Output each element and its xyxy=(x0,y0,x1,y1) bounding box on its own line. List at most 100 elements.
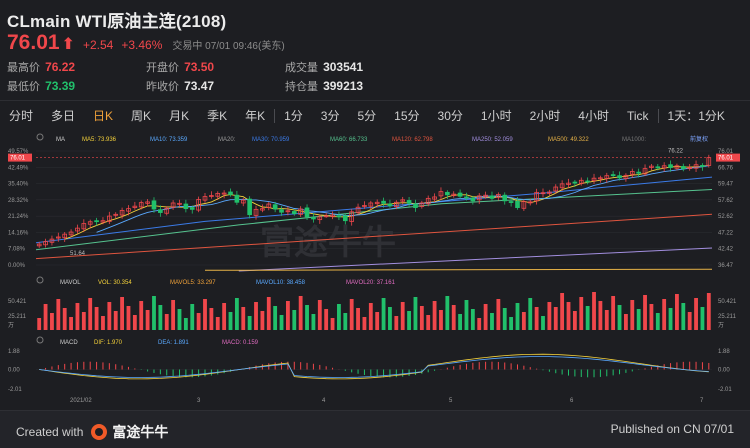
candle-body xyxy=(311,217,316,220)
volume-bar xyxy=(502,308,507,330)
volume-bar xyxy=(234,298,239,330)
volume-bar xyxy=(107,302,112,330)
candle-body xyxy=(661,165,667,169)
candle-body xyxy=(107,215,112,222)
macd-axis-label: -2.01 xyxy=(8,387,22,393)
tab-5[interactable]: 季K xyxy=(207,109,228,123)
volume-bar xyxy=(279,315,284,330)
ma-line xyxy=(35,189,713,251)
ma-legend-ma1000: MA1000: xyxy=(622,137,646,143)
volume-bar xyxy=(190,304,195,330)
settings-icon xyxy=(36,336,44,344)
brand-logo: 富途牛牛 xyxy=(91,422,168,442)
instrument-title: CLmain WTI原油主连(2108) xyxy=(7,12,227,31)
volume-bar xyxy=(470,309,475,330)
candle-body xyxy=(413,203,418,208)
tab-3[interactable]: 周K xyxy=(131,109,152,123)
candle-body xyxy=(126,208,131,212)
volume-bar xyxy=(432,301,437,330)
stat-oi-value: 399213 xyxy=(323,79,364,93)
tab-11[interactable]: 30分 xyxy=(437,109,463,123)
tab-0[interactable]: 分时 xyxy=(9,109,34,123)
candle-body xyxy=(547,191,552,194)
footer: Created with 富途牛牛 Published on CN 07/01 xyxy=(0,410,750,448)
candle-body xyxy=(272,204,278,210)
tab-1[interactable]: 多日 xyxy=(51,109,76,123)
stat-high-value: 76.22 xyxy=(45,60,76,74)
candle-body xyxy=(502,194,508,202)
mavol-legend-label: MAVOL xyxy=(60,280,81,286)
tab-10[interactable]: 15分 xyxy=(394,109,420,123)
candle-body xyxy=(400,199,406,202)
y-axis-label-left: 0.00% xyxy=(8,263,26,269)
stat-low: 最低价 73.39 xyxy=(7,78,75,94)
volume-bar xyxy=(662,299,667,330)
current-price-tag-left-text: 76.01 xyxy=(10,156,26,162)
tab-9[interactable]: 5分 xyxy=(357,109,377,123)
up-arrow-icon: ⬆ xyxy=(61,36,75,53)
candle-body xyxy=(483,194,488,197)
tab-4[interactable]: 月K xyxy=(169,109,190,123)
tab-6[interactable]: 年K xyxy=(245,109,266,123)
ma-legend-ma120: MA120: 62.798 xyxy=(392,137,433,143)
candle-body xyxy=(158,209,163,213)
volume-bar xyxy=(69,317,73,330)
vol-axis-label: 25.211 xyxy=(718,314,737,320)
tab-15[interactable]: Tick xyxy=(626,109,649,123)
candle-body xyxy=(87,221,93,225)
volume-bar xyxy=(630,300,635,330)
volume-bar xyxy=(490,313,494,330)
tab-2[interactable]: 日K xyxy=(93,109,114,123)
volume-bar xyxy=(273,306,278,330)
volume-bar xyxy=(675,294,679,330)
x-axis-date: 5 xyxy=(449,398,453,404)
volume-bar xyxy=(521,312,526,330)
tab-7[interactable]: 1分 xyxy=(284,109,303,123)
volume-bar xyxy=(643,295,647,330)
volume-bar xyxy=(560,293,565,330)
candle-body xyxy=(623,174,629,179)
candle-body xyxy=(145,201,150,204)
candle-body xyxy=(75,227,80,232)
volume-bar xyxy=(585,306,590,330)
kline-chart[interactable]: MA MA5: 73.936 MA10: 73.359 MA20: MA30: 70.9… xyxy=(0,130,750,410)
candle-body xyxy=(355,206,361,213)
candle-body xyxy=(138,202,144,208)
tab-14[interactable]: 4小时 xyxy=(578,109,609,123)
volume-bar xyxy=(464,300,469,330)
volume-bar xyxy=(285,301,290,330)
candle-body xyxy=(196,199,201,211)
x-axis-date: 3 xyxy=(197,398,201,404)
candle-body xyxy=(43,241,48,246)
macd-legend-macd: MACD: 0.159 xyxy=(222,340,259,346)
candle-body xyxy=(394,201,399,207)
volume-bar xyxy=(337,304,341,330)
volume-bar xyxy=(477,318,482,330)
volume-bar xyxy=(94,307,99,330)
tab-16[interactable]: 1天：1分K xyxy=(667,109,725,123)
candle-body xyxy=(177,202,182,205)
volume-bar xyxy=(101,316,105,330)
candle-body xyxy=(94,220,99,223)
candle-body xyxy=(534,191,539,202)
candle-body xyxy=(247,198,252,216)
candle-body xyxy=(228,191,233,195)
settings-icon xyxy=(36,276,44,284)
tab-13[interactable]: 2小时 xyxy=(529,109,561,123)
macd-legend-dea: DEA: 1.891 xyxy=(158,340,189,346)
volume-bar xyxy=(445,296,450,330)
candle-body xyxy=(81,223,87,230)
y-axis-label-right: 36.47 xyxy=(718,263,734,269)
candle-body xyxy=(202,196,208,201)
stat-prev-close-label: 昨收价 xyxy=(146,81,179,93)
stat-high: 最高价 76.22 xyxy=(7,59,75,75)
volume-bar xyxy=(694,298,698,330)
tab-8[interactable]: 3分 xyxy=(320,109,340,123)
candle-body xyxy=(693,164,699,169)
volume-bar xyxy=(75,303,80,330)
volume-bar xyxy=(254,302,258,330)
last-price: 76.01 xyxy=(7,31,60,54)
tab-12[interactable]: 1小时 xyxy=(480,109,512,123)
candle-body xyxy=(362,205,367,207)
volume-bar xyxy=(56,299,61,330)
